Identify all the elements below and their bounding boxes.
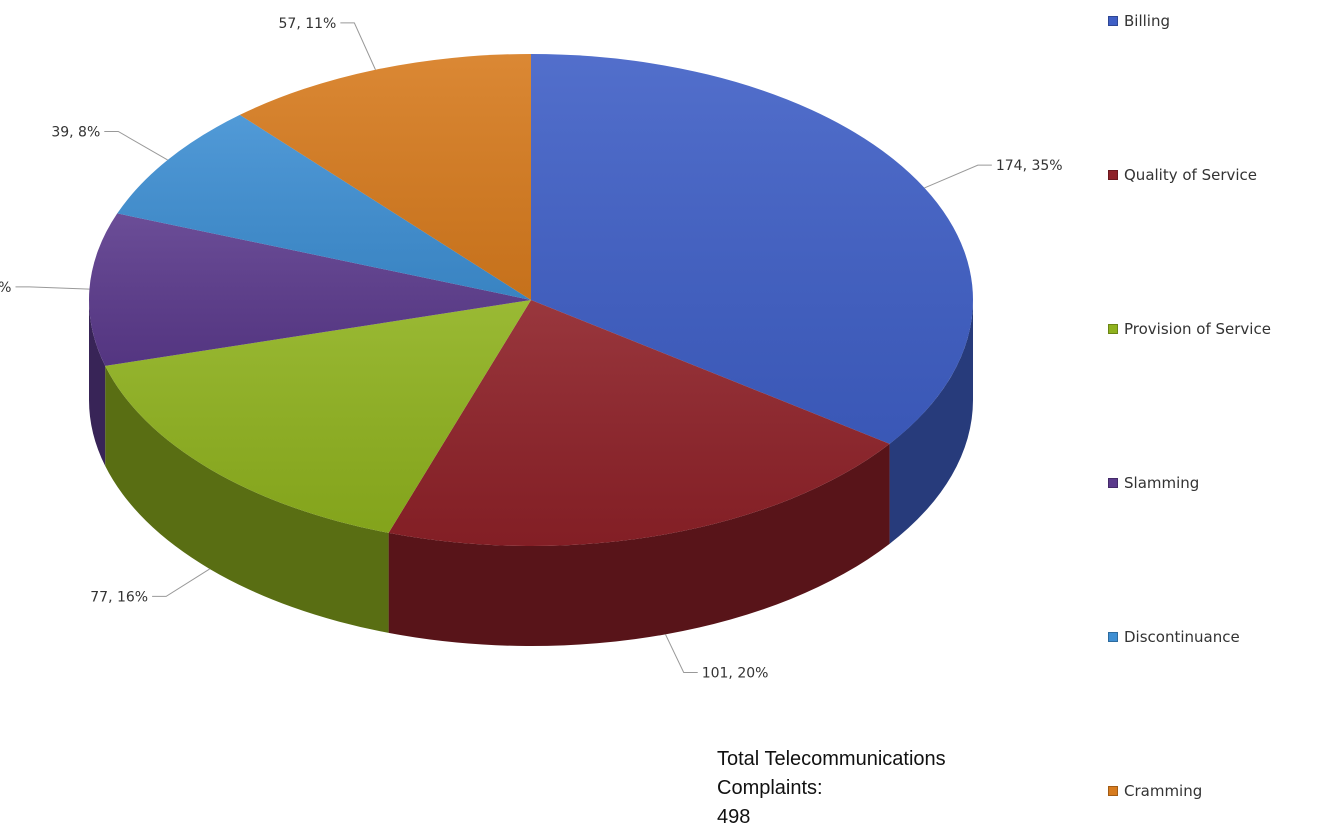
legend-label-billing: Billing <box>1124 12 1170 30</box>
legend-item-quality-of-service: Quality of Service <box>1108 166 1257 184</box>
legend-item-billing: Billing <box>1108 12 1170 30</box>
leader-line-discontinuance <box>104 130 168 161</box>
pie-slice-sheen-billing <box>531 54 974 444</box>
leader-line-slamming <box>15 286 90 290</box>
legend-swatch-provision-of-service <box>1108 324 1118 334</box>
legend-swatch-billing <box>1108 16 1118 26</box>
total-line-2: Complaints: <box>717 777 823 799</box>
pie-tops <box>89 54 974 546</box>
legend-label-quality-of-service: Quality of Service <box>1124 166 1258 184</box>
leader-line-cramming <box>340 22 376 70</box>
leader-line-provision-of-service <box>152 568 210 597</box>
data-label-provision-of-service: 77, 16% <box>90 589 148 605</box>
legend-swatch-quality-of-service <box>1108 170 1118 180</box>
pie-slice-sheen-slamming <box>89 213 532 366</box>
total-value: 498 <box>717 806 751 828</box>
pie-slice-sheen-quality-of-service <box>388 300 890 546</box>
leader-line-billing <box>924 164 992 189</box>
data-label-quality-of-service: 101, 20% <box>702 665 769 681</box>
pie-side-quality-of-service <box>388 443 890 646</box>
pie-side-billing <box>889 300 973 544</box>
leader-line-quality-of-service <box>665 634 698 673</box>
pie-side-slamming <box>89 300 106 466</box>
data-label-slamming: 50, 10% <box>0 280 11 296</box>
legend-label-discontinuance: Discontinuance <box>1124 628 1240 646</box>
legend-item-slamming: Slamming <box>1108 474 1199 492</box>
pie-sides <box>89 300 973 646</box>
legend-label-cramming: Cramming <box>1124 782 1203 800</box>
pie-slice-sheen-provision-of-service <box>105 300 532 533</box>
total-line-1: Total Telecommunications <box>717 748 946 770</box>
leader-lines <box>15 22 992 673</box>
total-complaints: Total Telecommunications Complaints: 498 <box>717 745 946 832</box>
pie-slice-sheen-cramming <box>239 54 531 300</box>
data-label-billing: 174, 35% <box>996 158 1063 174</box>
legend-item-provision-of-service: Provision of Service <box>1108 320 1271 338</box>
legend-item-discontinuance: Discontinuance <box>1108 628 1240 646</box>
data-label-cramming: 57, 11% <box>279 16 337 32</box>
pie-side-provision-of-service <box>105 365 389 633</box>
legend-swatch-discontinuance <box>1108 632 1118 642</box>
data-labels: 174, 35% 101, 20% 77, 16% 50, 10% 39, 8% 57, … <box>0 16 1063 682</box>
data-label-discontinuance: 39, 8% <box>51 124 100 140</box>
legend-label-slamming: Slamming <box>1124 474 1200 492</box>
pie-slice-sheen-discontinuance <box>117 114 532 301</box>
legend-label-provision-of-service: Provision of Service <box>1124 320 1271 338</box>
legend-swatch-cramming <box>1108 786 1118 796</box>
legend-swatch-slamming <box>1108 478 1118 488</box>
legend-item-cramming: Cramming <box>1108 782 1202 800</box>
